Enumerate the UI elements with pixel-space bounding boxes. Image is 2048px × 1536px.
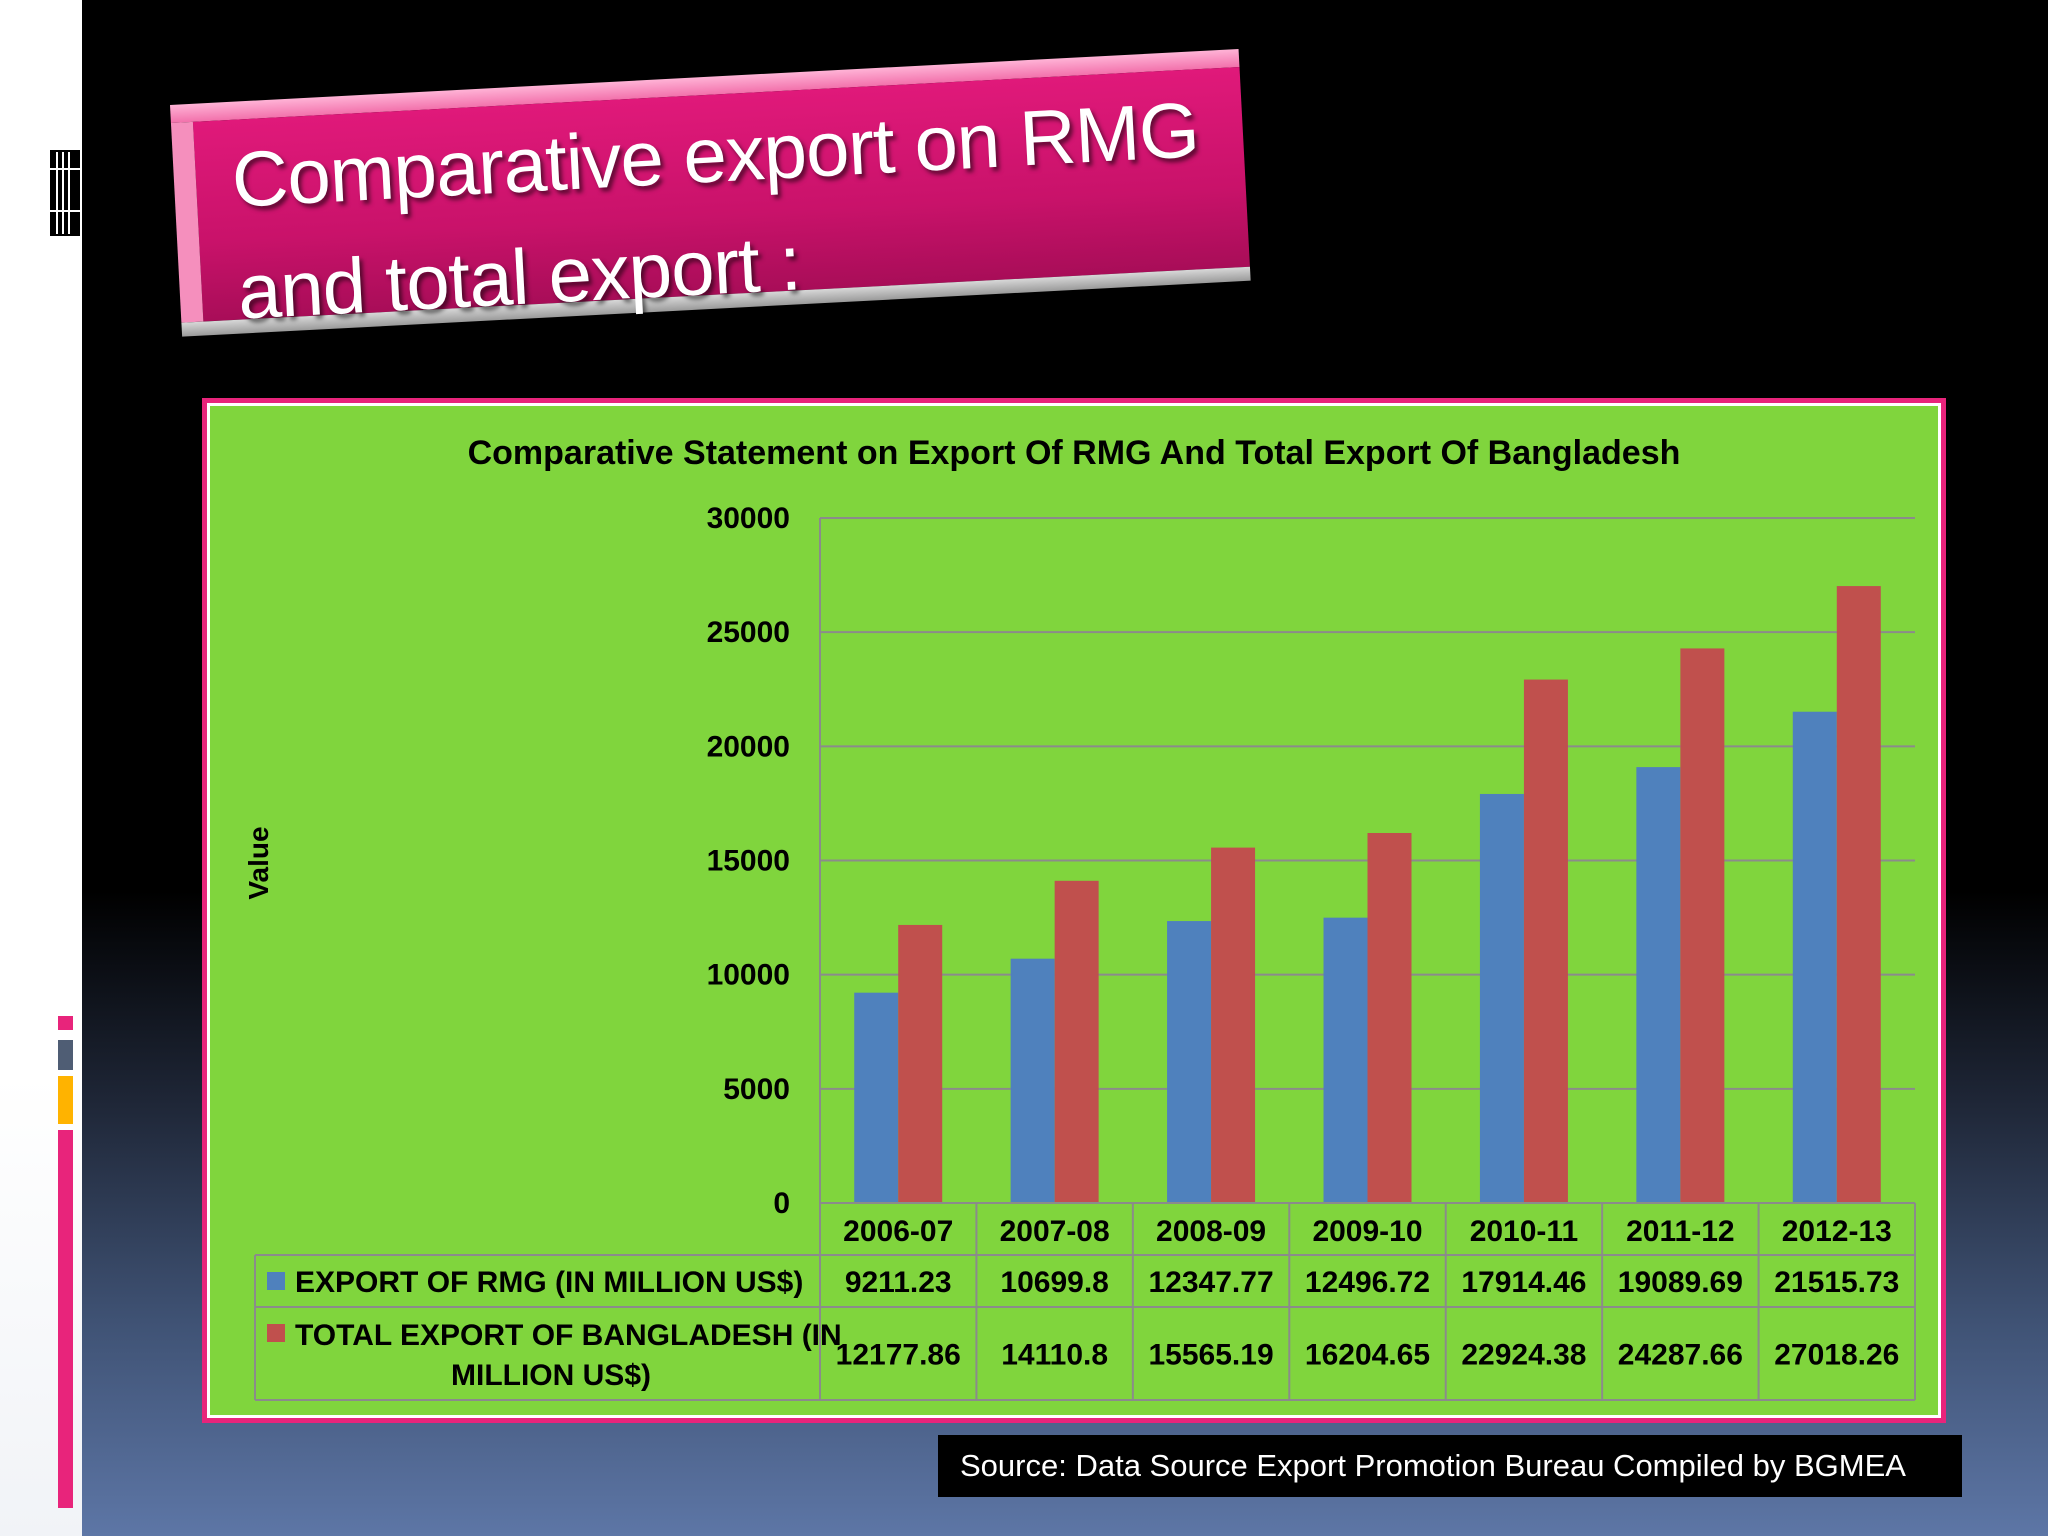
grid-icon — [50, 150, 80, 236]
bar-rmg — [1792, 711, 1837, 1203]
data-label: 12347.77 — [1149, 1266, 1274, 1299]
y-tick-label: 10000 — [707, 959, 790, 992]
y-tick-label: 15000 — [707, 845, 790, 878]
data-label: 17914.46 — [1461, 1266, 1586, 1299]
data-label: 21515.73 — [1774, 1266, 1899, 1299]
bar-rmg — [1636, 767, 1681, 1203]
legend-label: EXPORT OF RMG (IN MILLION US$) — [295, 1266, 803, 1299]
y-tick-label: 30000 — [707, 502, 790, 535]
data-label: 15565.19 — [1149, 1339, 1274, 1372]
y-axis-ticks: 0 5000 10000 15000 20000 25000 30000 — [707, 502, 790, 1220]
y-axis-label: Value — [243, 826, 274, 899]
bar-total — [1367, 832, 1412, 1203]
legend-key — [267, 1324, 285, 1342]
bar-rmg — [1167, 921, 1212, 1203]
x-tick-label: 2010-11 — [1470, 1215, 1578, 1248]
y-tick-label: 0 — [773, 1187, 790, 1220]
bar-rmg — [854, 992, 899, 1203]
legend-label: TOTAL EXPORT OF BANGLADESH (IN — [295, 1319, 842, 1352]
data-label: 16204.65 — [1305, 1339, 1430, 1372]
y-tick-label: 25000 — [707, 616, 790, 649]
data-label: 27018.26 — [1774, 1339, 1899, 1372]
x-tick-label: 2006-07 — [843, 1215, 953, 1248]
chart-card-inner-border — [207, 403, 1941, 1418]
y-tick-label: 5000 — [723, 1073, 790, 1106]
accent-bar-pink-small — [58, 1016, 73, 1030]
bar-total — [898, 924, 943, 1203]
accent-bar-slate — [58, 1040, 73, 1070]
x-tick-label: 2008-09 — [1156, 1215, 1266, 1248]
x-tick-label: 2007-08 — [1000, 1215, 1110, 1248]
data-label: 24287.66 — [1618, 1339, 1743, 1372]
title-banner: Comparative export on RMG and total expo… — [170, 49, 1251, 340]
y-tick-label: 20000 — [707, 730, 790, 763]
bar-rmg — [1010, 958, 1055, 1203]
data-label: 10699.8 — [1000, 1266, 1108, 1299]
legend-key — [267, 1272, 285, 1290]
data-label: 19089.69 — [1618, 1266, 1743, 1299]
data-label: 12177.86 — [836, 1339, 961, 1372]
bar-total — [1523, 679, 1568, 1203]
chart-title: Comparative Statement on Export Of RMG A… — [468, 434, 1681, 472]
bars — [854, 586, 1881, 1203]
x-tick-label: 2012-13 — [1782, 1215, 1892, 1248]
legend-label: MILLION US$) — [451, 1359, 651, 1392]
x-tick-label: 2011-12 — [1626, 1215, 1734, 1248]
slide-title-line2: and total export : — [235, 218, 803, 336]
bar-total — [1054, 880, 1099, 1203]
bar-rmg — [1479, 793, 1524, 1203]
bar-chart: Comparative Statement on Export Of RMG A… — [243, 434, 1916, 1401]
bar-total — [1211, 847, 1256, 1203]
chart-card: Comparative Statement on Export Of RMG A… — [202, 398, 1946, 1423]
source-note: Source: Data Source Export Promotion Bur… — [938, 1435, 1962, 1497]
data-label: 14110.8 — [1001, 1339, 1108, 1372]
accent-bar-gold — [58, 1076, 73, 1124]
x-tick-label: 2009-10 — [1312, 1215, 1422, 1248]
data-label: 9211.23 — [845, 1266, 952, 1299]
bar-total — [1836, 586, 1881, 1203]
data-table: 2006-07 2007-08 2008-09 2009-10 2010-11 2011-… — [254, 1202, 1916, 1401]
data-label: 12496.72 — [1305, 1266, 1430, 1299]
accent-bar-pink-long — [58, 1130, 73, 1508]
bar-total — [1680, 648, 1725, 1203]
data-label: 22924.38 — [1461, 1339, 1586, 1372]
bar-rmg — [1323, 917, 1368, 1203]
